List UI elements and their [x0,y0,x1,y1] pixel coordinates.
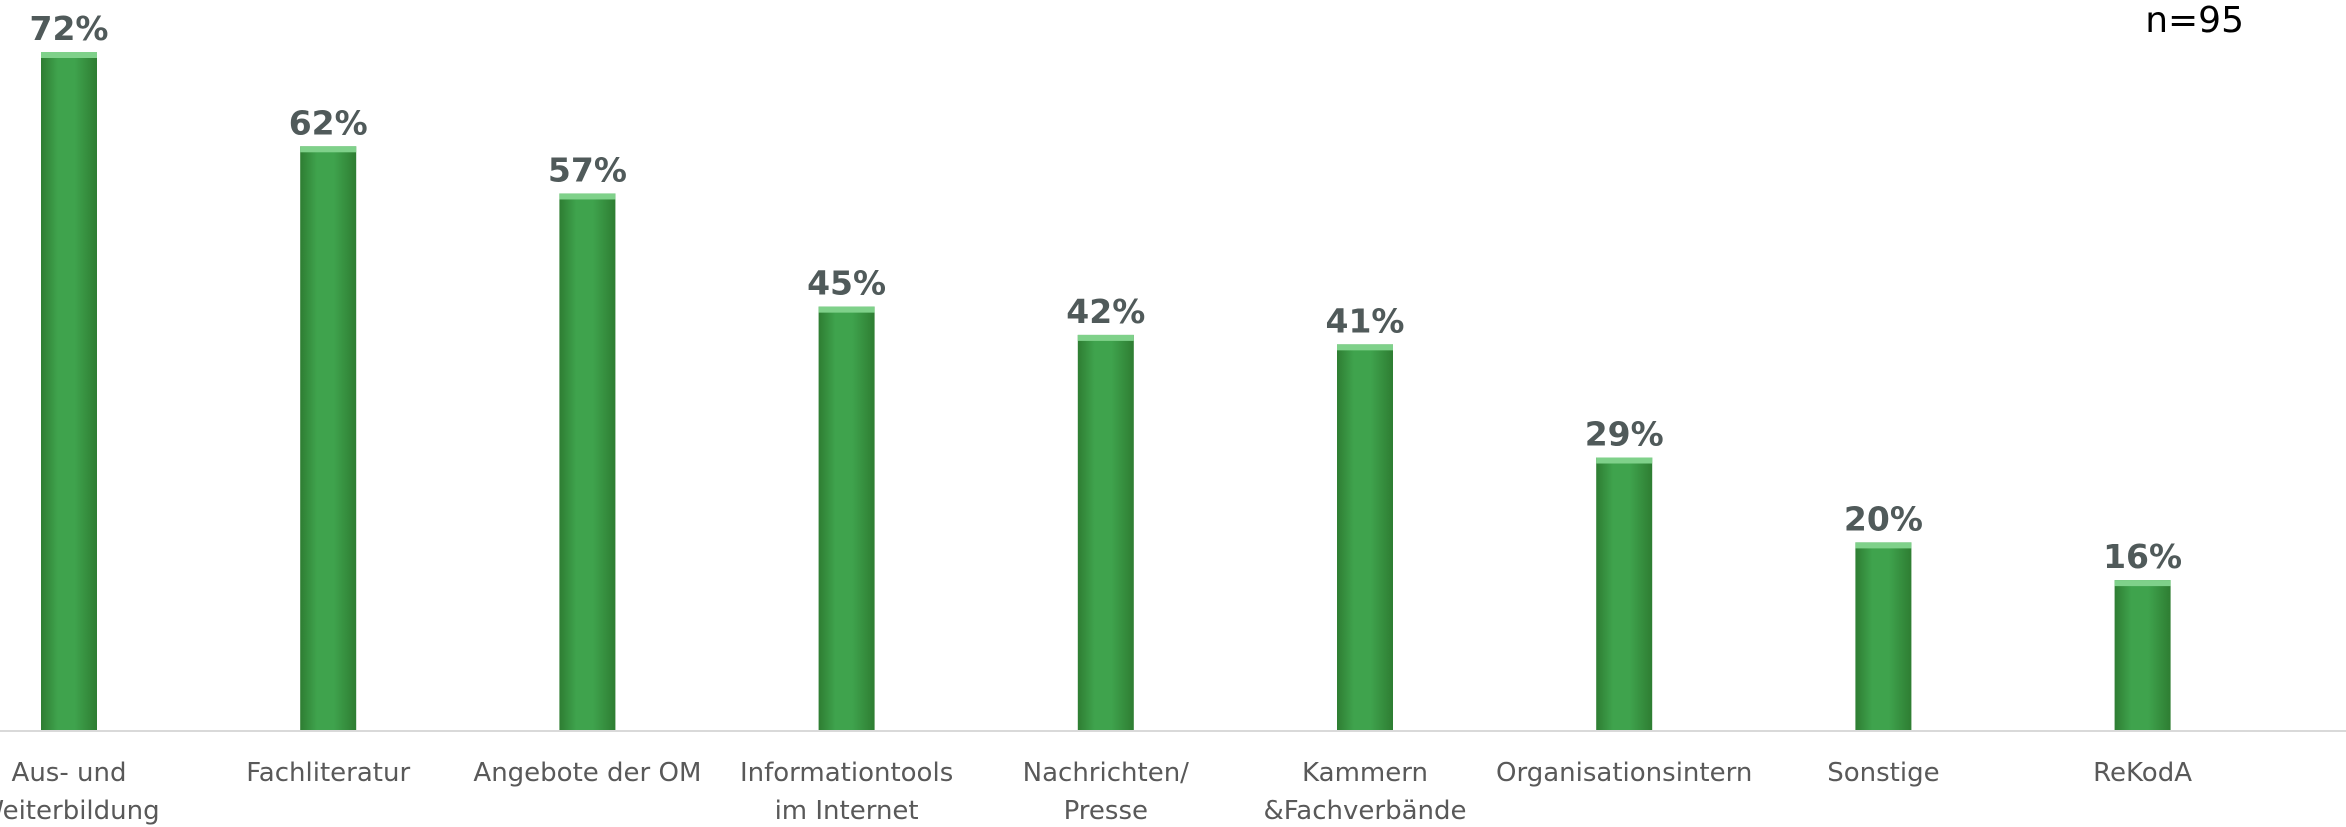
bar-top-highlight-8 [1855,542,1912,549]
category-label-7: Organisationsintern [1496,758,1752,788]
category-label-line: im Internet [775,796,919,826]
category-label-line: Organisationsintern [1496,758,1752,788]
category-label-line: ReKodA [2093,758,2192,788]
category-label-line: Fachliteratur [246,758,410,788]
category-label-line: &Fachverbände [1263,796,1466,826]
category-labels-group: Aus- und Weiterbildung Fachliteratur Angebo… [0,758,2192,826]
category-label-4: Informationtools im Internet [740,758,953,826]
bar-3 [559,193,616,732]
category-label-2: Fachliteratur [246,758,410,788]
value-label-8: 20% [1844,499,1923,538]
bar-2 [300,146,357,732]
sample-size-note: n=95 [2145,0,2244,41]
category-label-line: Presse [1064,796,1148,826]
value-label-1: 72% [30,9,109,48]
bar-top-highlight-3 [559,193,616,200]
value-label-4: 45% [807,264,886,303]
bar-1 [41,52,97,731]
category-label-8: Sonstige [1827,758,1939,788]
category-label-3: Angebote der OM [473,758,701,788]
value-label-9: 16% [2103,537,2182,576]
category-label-line: Sonstige [1827,758,1939,788]
bar-top-highlight-6 [1337,344,1393,351]
bar-9 [2114,580,2171,731]
value-label-6: 41% [1326,301,1405,340]
bar-8 [1855,542,1912,731]
bars-group [41,52,2171,732]
category-label-line: Kammern [1302,758,1428,788]
category-label-1: Aus- und Weiterbildung [0,758,160,826]
value-label-2: 62% [289,103,368,142]
bar-top-highlight-5 [1077,334,1134,341]
category-label-6: Kammern &Fachverbände [1263,758,1466,826]
category-label-line: Nachrichten/ [1023,758,1190,788]
value-labels-group: 72% 62% 57% 45% 42% 41% 29% 20% 16% [30,9,2183,576]
bar-top-highlight-2 [300,146,357,153]
value-label-5: 42% [1066,292,1145,331]
bar-top-highlight-4 [818,306,875,313]
category-label-line: Angebote der OM [473,758,701,788]
bar-4 [818,306,875,731]
bar-top-highlight-9 [2114,580,2171,587]
bar-top-highlight-1 [41,52,97,58]
category-label-line: Weiterbildung [0,796,160,826]
value-label-7: 29% [1585,415,1664,454]
category-label-9: ReKodA [2093,758,2192,788]
value-label-3: 57% [548,150,627,189]
bar-7 [1596,457,1653,731]
category-label-5: Nachrichten/Presse [1023,758,1190,826]
bar-6 [1337,344,1393,731]
category-label-line: Aus- und [12,758,127,788]
bar-5 [1077,334,1134,731]
bar-top-highlight-7 [1596,457,1653,464]
category-label-line: Informationtools [740,758,953,788]
